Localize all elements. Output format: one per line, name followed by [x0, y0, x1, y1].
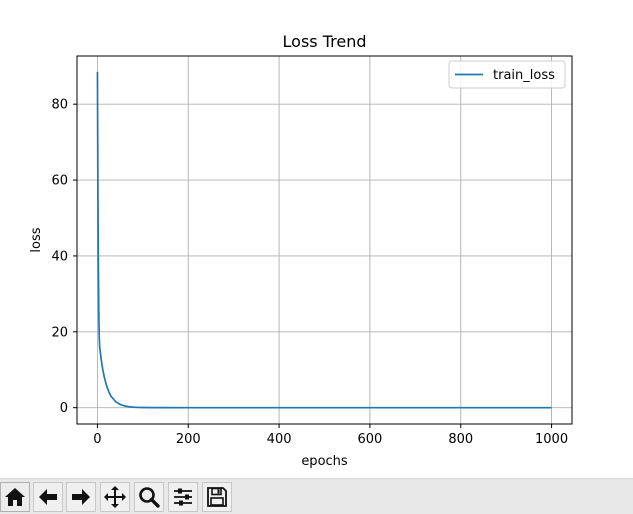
back-button[interactable] [33, 482, 63, 512]
figure-canvas: 0 200 400 600 800 1000 0 20 40 60 80 Loss Trend epoc… [29, 32, 573, 469]
y-tick-label: 0 [60, 401, 68, 416]
y-tick-label: 80 [51, 98, 68, 113]
loss-chart: 0 200 400 600 800 1000 0 20 40 60 80 Loss Trend epoc… [29, 32, 573, 469]
chart-title: Loss Trend [283, 32, 367, 51]
x-tick-label: 1000 [535, 432, 568, 447]
save-button[interactable] [202, 482, 232, 512]
configure-subplots-icon [174, 488, 192, 506]
forward-button[interactable] [66, 482, 96, 512]
y-tick-label: 20 [51, 325, 68, 340]
zoom-button[interactable] [134, 482, 164, 512]
pan-icon [104, 486, 126, 508]
x-tick-label: 800 [448, 432, 473, 447]
series-line-train-loss [96, 71, 552, 409]
x-axis-label: epochs [301, 454, 348, 469]
y-axis-label: loss [29, 227, 44, 252]
pan-button[interactable] [100, 482, 130, 512]
forward-icon [72, 489, 90, 505]
plot-frame [76, 55, 573, 425]
x-tick-label: 600 [357, 432, 382, 447]
x-tick-label: 400 [267, 432, 292, 447]
configure-subplots-button[interactable] [168, 482, 198, 512]
legend-box [448, 60, 566, 89]
legend-label-train-loss: train_loss [493, 68, 555, 83]
home-button[interactable] [0, 482, 30, 512]
home-icon [5, 488, 25, 506]
y-tick-label: 40 [51, 249, 68, 264]
x-tick-label: 200 [176, 432, 201, 447]
x-tick-label: 0 [93, 432, 101, 447]
navigation-toolbar [0, 478, 633, 514]
y-tick-label: 60 [51, 174, 68, 189]
zoom-icon [139, 487, 160, 508]
back-icon [39, 489, 57, 505]
save-icon [207, 487, 227, 507]
